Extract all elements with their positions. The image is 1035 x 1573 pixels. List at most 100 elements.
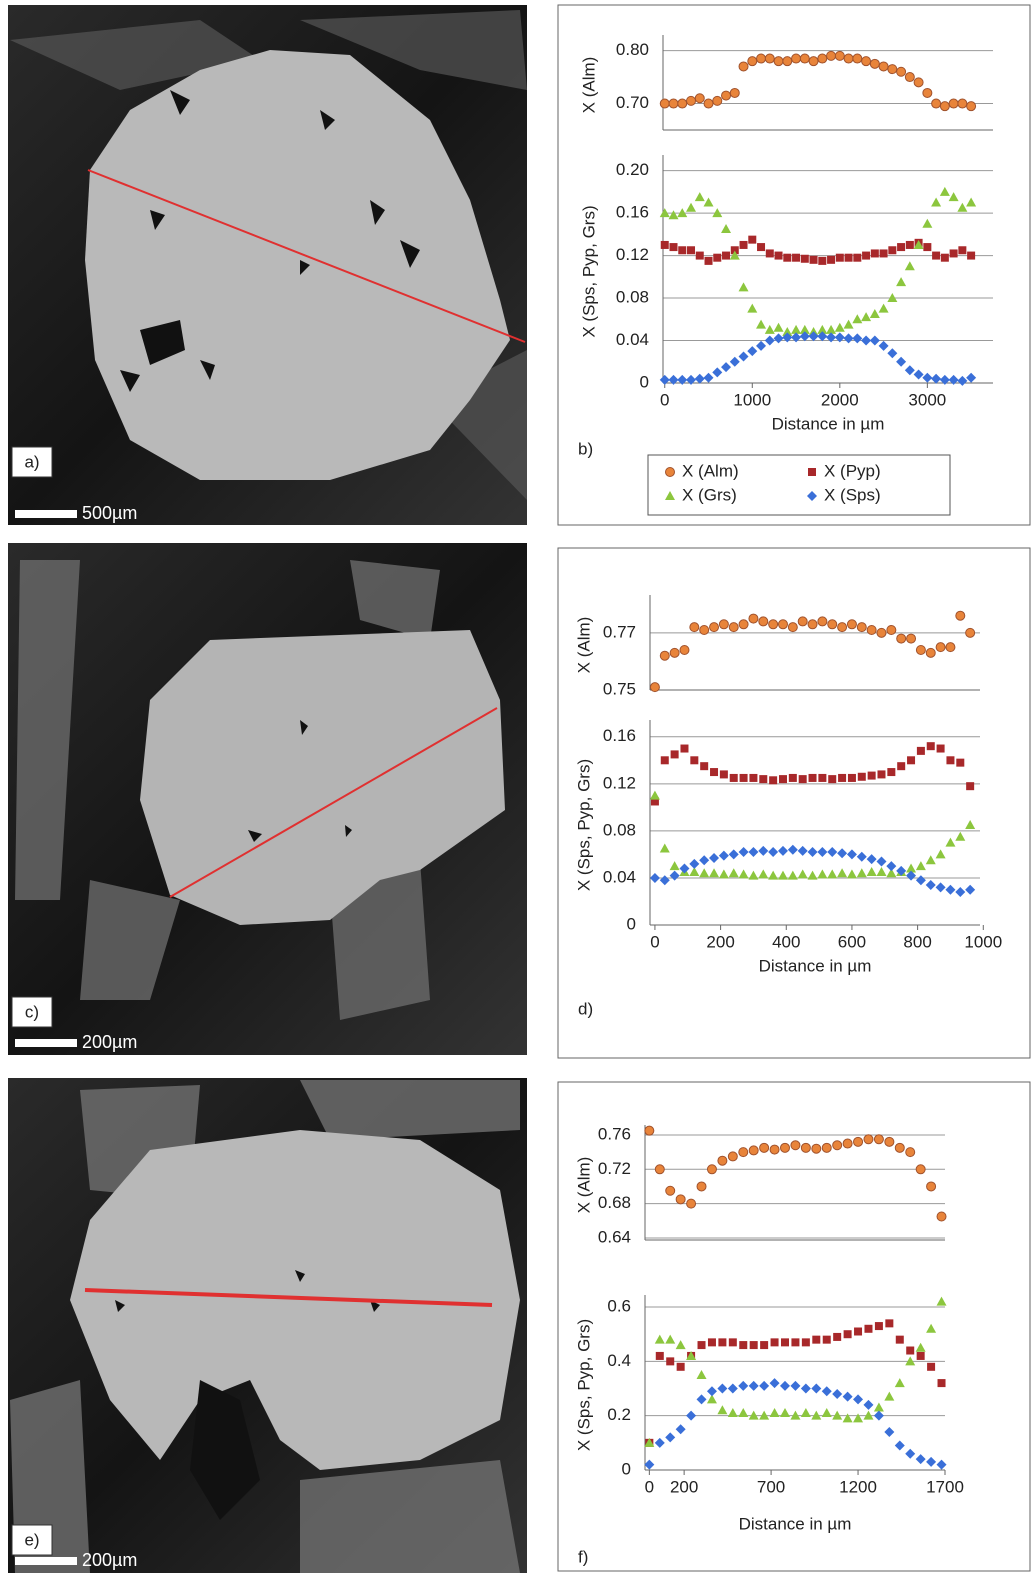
data-point bbox=[935, 882, 946, 893]
data-point bbox=[925, 647, 936, 658]
data-point bbox=[738, 1407, 749, 1417]
data-point bbox=[758, 616, 769, 627]
scale-bar bbox=[15, 1557, 77, 1565]
data-point bbox=[817, 847, 828, 858]
data-point bbox=[827, 869, 838, 879]
data-point bbox=[866, 867, 877, 877]
data-point bbox=[894, 1378, 905, 1388]
data-point bbox=[913, 77, 924, 88]
x-axis-label: Distance in µm bbox=[759, 956, 872, 975]
data-point bbox=[913, 369, 924, 380]
panel-label: b) bbox=[578, 439, 593, 458]
data-point bbox=[886, 625, 897, 635]
data-point bbox=[948, 192, 959, 202]
data-point bbox=[957, 98, 968, 109]
data-point bbox=[748, 847, 759, 858]
data-point bbox=[769, 1144, 780, 1155]
data-point bbox=[896, 633, 907, 644]
data-point bbox=[853, 1136, 864, 1147]
data-point bbox=[694, 373, 705, 384]
data-point bbox=[729, 773, 738, 782]
data-point bbox=[885, 1319, 894, 1328]
data-point bbox=[759, 1142, 770, 1153]
data-point bbox=[927, 1362, 936, 1371]
data-point bbox=[727, 1407, 738, 1417]
y-tick-label: 0.04 bbox=[616, 330, 649, 349]
label-box bbox=[11, 446, 53, 478]
data-point bbox=[926, 1456, 937, 1467]
data-point bbox=[738, 1147, 749, 1158]
data-point bbox=[777, 845, 788, 856]
data-point bbox=[768, 619, 779, 630]
data-point bbox=[936, 1296, 947, 1306]
data-point bbox=[842, 1413, 853, 1423]
data-point bbox=[923, 243, 932, 252]
data-point bbox=[686, 374, 697, 385]
data-point bbox=[895, 1335, 904, 1344]
data-point bbox=[843, 333, 854, 344]
data-point bbox=[887, 768, 896, 777]
data-point bbox=[931, 98, 942, 109]
data-point bbox=[818, 773, 827, 782]
data-point bbox=[787, 870, 798, 880]
data-point bbox=[718, 869, 729, 879]
y-tick-label: 0.72 bbox=[598, 1159, 631, 1178]
data-point bbox=[821, 1142, 832, 1153]
data-point bbox=[904, 261, 915, 271]
data-point bbox=[729, 356, 740, 367]
data-point bbox=[689, 858, 700, 869]
data-point bbox=[665, 1185, 676, 1196]
data-point bbox=[747, 56, 758, 67]
data-point bbox=[739, 240, 748, 249]
data-point bbox=[738, 351, 749, 362]
x-tick-label: 800 bbox=[903, 932, 931, 951]
data-point bbox=[756, 53, 767, 64]
data-point bbox=[897, 762, 906, 771]
data-point bbox=[955, 887, 966, 898]
data-point bbox=[799, 324, 810, 334]
data-point bbox=[812, 1335, 821, 1344]
data-point bbox=[797, 616, 808, 627]
x-tick-label: 200 bbox=[706, 932, 734, 951]
data-point bbox=[937, 1379, 946, 1388]
data-point bbox=[838, 773, 847, 782]
scale-bar-label: 500µm bbox=[82, 503, 137, 523]
data-point bbox=[770, 1338, 779, 1347]
y-tick-label: 0.04 bbox=[603, 867, 636, 886]
data-point bbox=[758, 869, 769, 879]
data-point bbox=[650, 797, 659, 806]
data-point bbox=[965, 820, 976, 829]
data-point bbox=[678, 246, 687, 255]
data-point bbox=[922, 87, 933, 98]
data-point bbox=[654, 1164, 665, 1175]
micrograph bbox=[8, 543, 527, 1055]
data-point bbox=[675, 1340, 686, 1350]
data-point bbox=[790, 1410, 801, 1420]
data-point bbox=[826, 50, 837, 61]
data-point bbox=[915, 1164, 926, 1175]
data-point bbox=[769, 1378, 780, 1389]
legend-label: X (Alm) bbox=[682, 461, 739, 480]
data-point bbox=[915, 861, 926, 871]
data-point bbox=[817, 331, 828, 342]
data-point bbox=[896, 865, 907, 876]
data-point bbox=[846, 869, 857, 879]
data-point bbox=[668, 210, 679, 220]
data-point bbox=[827, 255, 836, 264]
data-point bbox=[696, 1394, 707, 1405]
data-point bbox=[936, 744, 945, 753]
data-point bbox=[856, 851, 867, 862]
data-point bbox=[717, 1155, 728, 1166]
y-axis-label: X (Alm) bbox=[574, 617, 593, 674]
data-point bbox=[706, 1386, 717, 1397]
data-point bbox=[966, 782, 975, 791]
data-point bbox=[842, 1138, 853, 1149]
data-point bbox=[748, 1410, 759, 1420]
data-point bbox=[790, 1140, 801, 1151]
data-point bbox=[939, 101, 950, 112]
data-point bbox=[877, 770, 886, 779]
x-tick-label: 200 bbox=[670, 1477, 698, 1496]
data-point bbox=[728, 1338, 737, 1347]
data-point bbox=[827, 619, 838, 630]
data-point bbox=[764, 324, 775, 334]
